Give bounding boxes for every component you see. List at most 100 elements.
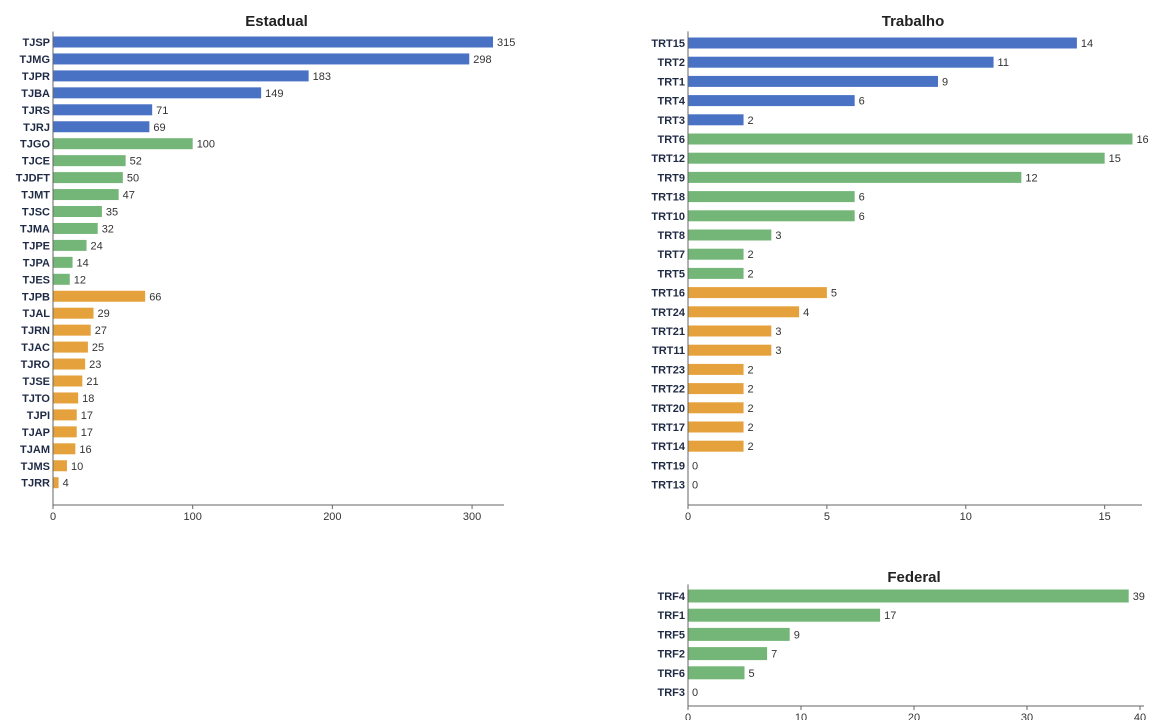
x-tick-label: 100 [184, 511, 202, 523]
value-label-trf2: 7 [771, 649, 777, 661]
category-label-trt15: TRT15 [651, 38, 685, 50]
category-label-tjes: TJES [22, 274, 50, 286]
value-label-trt5: 2 [748, 268, 754, 280]
value-label-tjro: 23 [89, 359, 101, 371]
category-label-tjrj: TJRJ [23, 122, 50, 134]
category-label-tjpi: TJPI [27, 410, 50, 422]
category-label-trt9: TRT9 [658, 172, 686, 184]
bar-trf6 [688, 666, 745, 680]
category-label-trt13: TRT13 [651, 480, 685, 492]
value-label-trt18: 6 [859, 192, 865, 204]
category-label-tjro: TJRO [21, 359, 51, 371]
category-label-tjmt: TJMT [21, 190, 50, 202]
category-label-trf4: TRF4 [658, 591, 686, 603]
value-label-tjam: 16 [79, 444, 91, 456]
category-label-tjac: TJAC [21, 342, 50, 354]
value-label-tjse: 21 [86, 376, 98, 388]
value-label-tjdft: 50 [127, 173, 139, 185]
category-label-trf5: TRF5 [658, 629, 686, 641]
category-label-tjrn: TJRN [21, 325, 50, 337]
bar-trt11 [688, 344, 772, 356]
category-label-trf1: TRF1 [658, 610, 686, 622]
value-label-trt19: 0 [692, 460, 698, 472]
category-label-trt1: TRT1 [658, 76, 686, 88]
category-label-trt4: TRT4 [658, 96, 686, 108]
bar-trf5 [688, 627, 790, 641]
value-label-tjms: 10 [71, 461, 83, 473]
x-tick-label: 200 [323, 511, 341, 523]
category-label-tjal: TJAL [23, 308, 51, 320]
bar-tjpi [53, 409, 77, 421]
value-label-tjba: 149 [265, 88, 283, 100]
value-label-tjmt: 47 [123, 190, 135, 202]
bar-tjse [53, 375, 83, 387]
x-tick-label: 40 [1134, 712, 1146, 720]
value-label-trt6: 16 [1136, 134, 1148, 146]
bar-trt24 [688, 306, 800, 318]
bar-tjes [53, 273, 70, 285]
bar-tjro [53, 358, 86, 370]
value-label-trt11: 3 [775, 345, 781, 357]
x-tick-label: 0 [50, 511, 56, 523]
value-label-trt20: 2 [748, 403, 754, 415]
category-label-trt23: TRT23 [651, 364, 685, 376]
category-label-trt24: TRT24 [651, 307, 686, 319]
category-label-tjsc: TJSC [22, 207, 50, 219]
bar-tjac [53, 341, 88, 353]
bar-trt10 [688, 210, 855, 222]
value-label-trt9: 12 [1025, 172, 1037, 184]
value-label-tjma: 32 [102, 223, 114, 235]
value-label-tjpi: 17 [81, 410, 93, 422]
category-label-trt3: TRT3 [658, 115, 686, 127]
value-label-trt24: 4 [803, 307, 809, 319]
value-label-tjsp: 315 [497, 37, 515, 49]
bar-trt21 [688, 325, 772, 337]
value-label-trt23: 2 [748, 364, 754, 376]
bar-tjto [53, 392, 79, 404]
category-label-tjrr: TJRR [21, 478, 50, 490]
category-label-trt20: TRT20 [651, 403, 685, 415]
category-label-tjdft: TJDFT [16, 173, 51, 185]
value-label-tjrj: 69 [153, 122, 165, 134]
bar-tjrs [53, 104, 153, 116]
value-label-trt2: 11 [998, 57, 1009, 69]
bar-trt8 [688, 229, 772, 241]
value-label-tjrr: 4 [63, 478, 69, 490]
value-label-trt14: 2 [748, 441, 754, 453]
category-label-trt19: TRT19 [651, 460, 685, 472]
value-label-trf6: 5 [749, 668, 755, 680]
category-label-tjap: TJAP [22, 427, 50, 439]
chart-title: Trabalho [882, 13, 945, 30]
value-label-tjpb: 66 [149, 291, 161, 303]
bar-trt5 [688, 267, 744, 279]
chart-title: Estadual [245, 13, 308, 30]
value-label-tjrs: 71 [156, 105, 168, 117]
category-label-tjsp: TJSP [22, 37, 50, 49]
value-label-tjap: 17 [81, 427, 93, 439]
value-label-trt16: 5 [831, 288, 837, 300]
value-label-tjgo: 100 [197, 139, 215, 151]
bar-trt14 [688, 440, 744, 452]
category-label-tjam: TJAM [20, 444, 50, 456]
x-tick-label: 5 [824, 511, 830, 523]
value-label-tjmg: 298 [473, 54, 491, 66]
category-label-tjms: TJMS [21, 461, 50, 473]
bar-trt22 [688, 383, 744, 395]
bar-trf1 [688, 608, 881, 622]
value-label-tjpa: 14 [77, 257, 89, 269]
value-label-trt12: 15 [1109, 153, 1121, 165]
estadual-chart: Estadual TJSP 315 TJMG 298 TJPR 183 TJBA 149 TJRS… [16, 13, 516, 523]
x-tick-label: 15 [1099, 511, 1111, 523]
bar-tjpr [53, 70, 309, 82]
x-tick-label: 0 [685, 712, 691, 720]
category-label-trt5: TRT5 [658, 268, 686, 280]
value-label-trt8: 3 [775, 230, 781, 242]
x-tick-label: 30 [1021, 712, 1033, 720]
value-label-trf1: 17 [884, 610, 896, 622]
bar-trt20 [688, 402, 744, 414]
value-label-trt10: 6 [859, 211, 865, 223]
value-label-tjes: 12 [74, 274, 86, 286]
bar-tjdft [53, 172, 123, 184]
category-label-tjpb: TJPB [22, 291, 50, 303]
